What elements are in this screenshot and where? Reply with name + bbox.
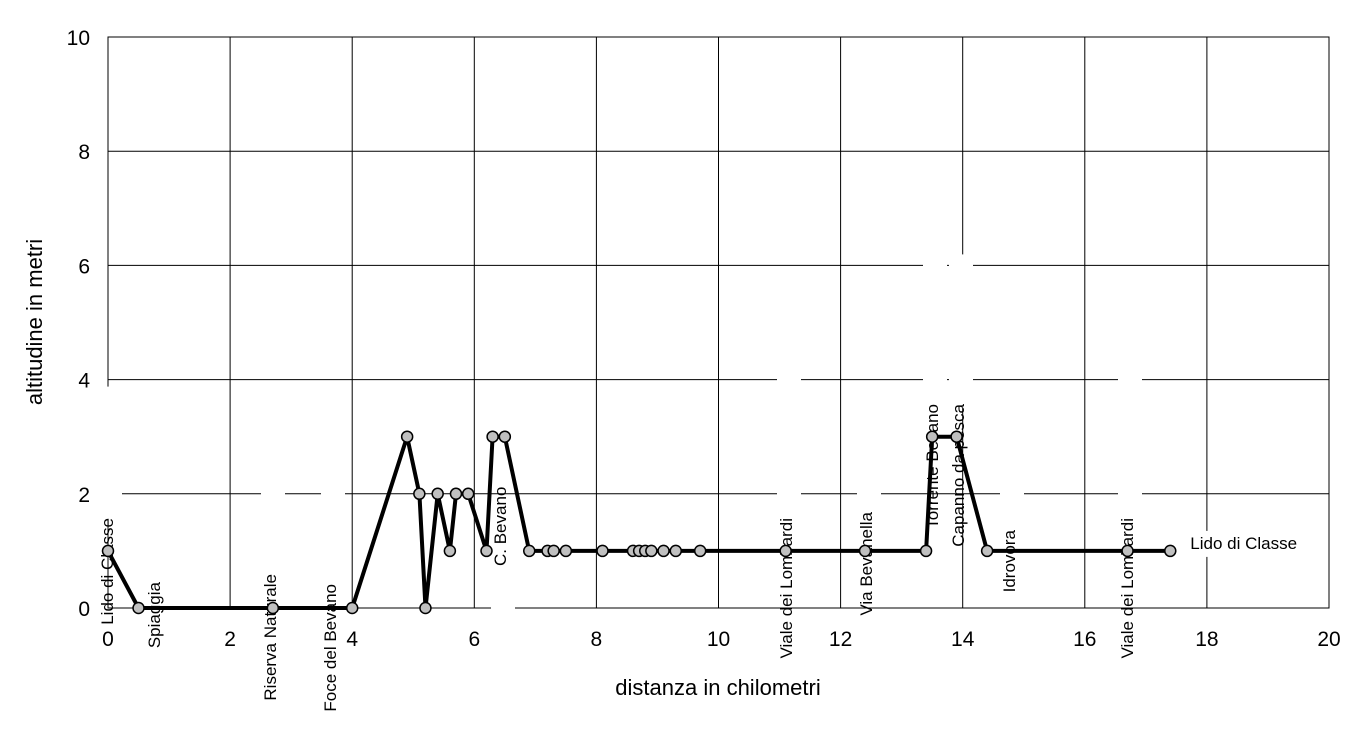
annotation-label: Viale dei Lombardi <box>777 518 796 659</box>
y-tick-label: 2 <box>78 484 90 507</box>
data-point <box>693 544 707 558</box>
annotation-label: Idrovora <box>1000 529 1019 592</box>
data-point <box>461 487 475 501</box>
annotations: Lido di Classe Spiaggia Riserva Naturale Fo… <box>98 254 1323 712</box>
series-markers <box>101 430 1177 615</box>
data-point <box>645 544 658 558</box>
x-tick-label: 8 <box>591 628 603 651</box>
y-axis-title: altitudine in metri <box>22 239 47 405</box>
y-tick-label: 8 <box>78 141 90 164</box>
annotation-label: Lido di Classe <box>1190 534 1297 553</box>
annotation-bg <box>1118 350 1142 522</box>
data-point <box>980 544 994 558</box>
data-point <box>132 601 145 615</box>
tick-labels: 0 2 4 6 8 10 12 14 16 18 20 0 2 4 6 8 10 <box>67 27 1341 651</box>
annotation-bg <box>1000 453 1024 534</box>
data-point <box>925 430 939 443</box>
data-point <box>413 487 426 501</box>
data-point <box>345 601 359 615</box>
x-tick-label: 0 <box>102 628 114 651</box>
x-tick-label: 16 <box>1073 628 1096 651</box>
annotation-label: Via Bevanella <box>857 511 876 615</box>
data-point <box>950 430 963 443</box>
data-point <box>559 544 573 558</box>
annotation-bg <box>949 254 973 408</box>
x-tick-label: 10 <box>707 628 730 651</box>
annotation-label: Viale dei Lombardi <box>1118 518 1137 659</box>
annotation-bg <box>857 389 881 516</box>
annotation-bg <box>145 505 169 586</box>
data-point <box>443 544 457 558</box>
y-tick-label: 4 <box>78 370 90 393</box>
data-point <box>101 544 115 558</box>
annotation-bg <box>923 263 947 408</box>
data-point <box>919 544 933 558</box>
data-point <box>480 544 493 558</box>
data-point <box>596 544 609 558</box>
annotation-label: C. Bevano <box>491 487 510 566</box>
data-point <box>486 430 499 443</box>
annotation-label: Lido di Classe <box>98 518 117 625</box>
y-tick-label: 10 <box>67 27 90 50</box>
y-tick-label: 0 <box>78 598 90 621</box>
annotation-bg <box>321 443 345 588</box>
y-tick-label: 6 <box>78 255 90 278</box>
data-point <box>779 544 792 558</box>
annotation-bg <box>1184 530 1323 557</box>
data-point <box>669 544 683 558</box>
data-point <box>547 544 560 558</box>
annotation-bg <box>261 424 285 578</box>
x-axis-title: distanza in chilometri <box>615 675 820 700</box>
data-point <box>431 487 444 501</box>
data-point <box>1164 544 1177 558</box>
data-point <box>419 601 432 615</box>
data-point <box>400 430 414 443</box>
annotation-bg <box>98 386 122 522</box>
data-point <box>449 487 463 501</box>
x-tick-label: 2 <box>224 628 236 651</box>
x-tick-label: 14 <box>951 628 975 651</box>
data-point <box>1121 544 1134 558</box>
x-tick-label: 18 <box>1195 628 1218 651</box>
data-point <box>858 544 872 558</box>
annotation-bg <box>777 350 801 522</box>
grid <box>107 36 1330 609</box>
x-tick-label: 6 <box>468 628 480 651</box>
annotation-label: Foce del Bevano <box>321 584 340 712</box>
annotation-label: Spiaggia <box>145 581 164 648</box>
annotation-label: Riserva Naturale <box>261 574 280 701</box>
x-tick-label: 4 <box>346 628 358 651</box>
data-point <box>522 544 536 558</box>
annotation-bg <box>491 562 515 652</box>
data-point <box>657 544 670 558</box>
x-tick-label: 20 <box>1317 628 1340 651</box>
data-point <box>266 601 280 615</box>
data-point <box>498 430 512 443</box>
plot-frame <box>107 36 1330 609</box>
x-tick-label: 12 <box>829 628 852 651</box>
